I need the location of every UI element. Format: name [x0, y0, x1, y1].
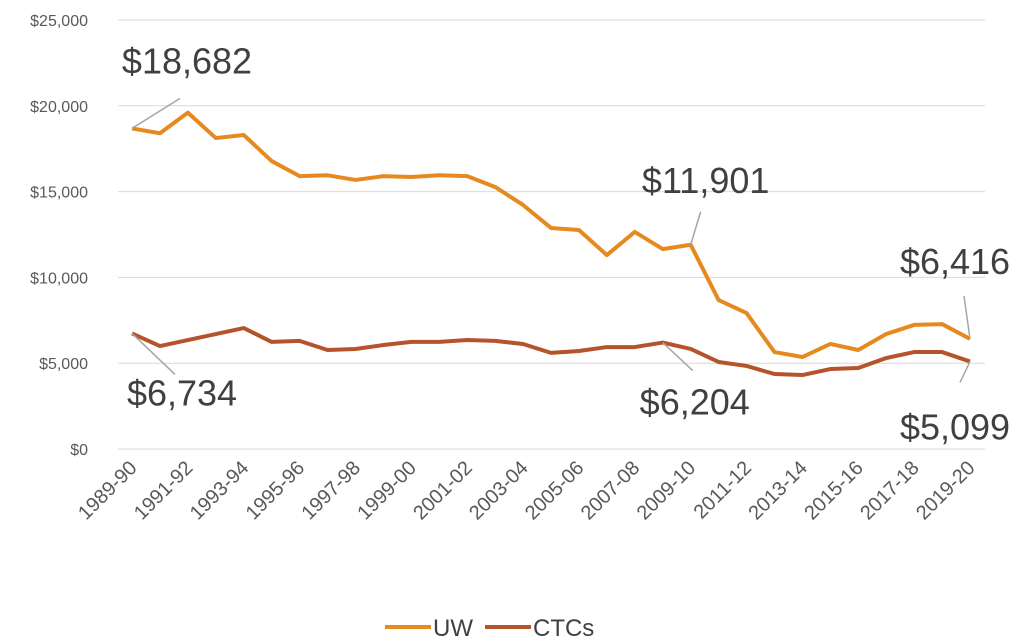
data-label: $6,734: [127, 372, 237, 413]
series-line: [131, 110, 971, 360]
y-tick-label: $25,000: [30, 13, 88, 30]
x-tick-label: 2017-18: [856, 457, 923, 524]
x-tick-label: 1997-98: [298, 457, 365, 524]
legend-label: UW: [433, 615, 473, 641]
y-tick-label: $0: [70, 442, 88, 459]
series-line: [131, 326, 971, 378]
x-tick-label: 1999-00: [353, 457, 420, 524]
data-label: $11,901: [642, 160, 769, 201]
leader-line: [131, 332, 176, 375]
y-tick-label: $5,000: [39, 356, 88, 373]
data-label: $6,416: [900, 241, 1010, 282]
x-tick-label: 2005-06: [521, 457, 588, 524]
x-tick-label: 2019-20: [912, 457, 979, 524]
legend-label: CTCs: [533, 615, 594, 641]
x-tick-label: 2013-14: [744, 457, 811, 524]
leader-line: [662, 341, 694, 372]
leader-line: [131, 97, 181, 130]
y-tick-label: $15,000: [30, 185, 88, 202]
x-tick-label: 2003-04: [465, 457, 532, 524]
x-tick-label: 1993-94: [186, 457, 253, 524]
x-tick-label: 2011-12: [690, 457, 756, 523]
leader-line: [689, 211, 702, 245]
x-tick-label: 1995-96: [242, 457, 309, 524]
data-label: $18,682: [122, 40, 252, 81]
x-tick-label: 2007-08: [577, 457, 644, 524]
y-tick-label: $20,000: [30, 99, 88, 116]
x-tick-label: 2009-10: [633, 457, 700, 524]
x-tick-label: 2001-02: [409, 457, 476, 524]
x-tick-label: 1991-92: [130, 457, 197, 524]
x-tick-label: 2015-16: [800, 457, 867, 524]
data-label: $6,204: [640, 382, 750, 423]
y-tick-label: $10,000: [30, 270, 88, 287]
leader-line: [959, 361, 971, 383]
data-label: $5,099: [900, 407, 1010, 448]
leader-line: [963, 295, 971, 340]
x-tick-label: 1989-90: [74, 457, 141, 524]
